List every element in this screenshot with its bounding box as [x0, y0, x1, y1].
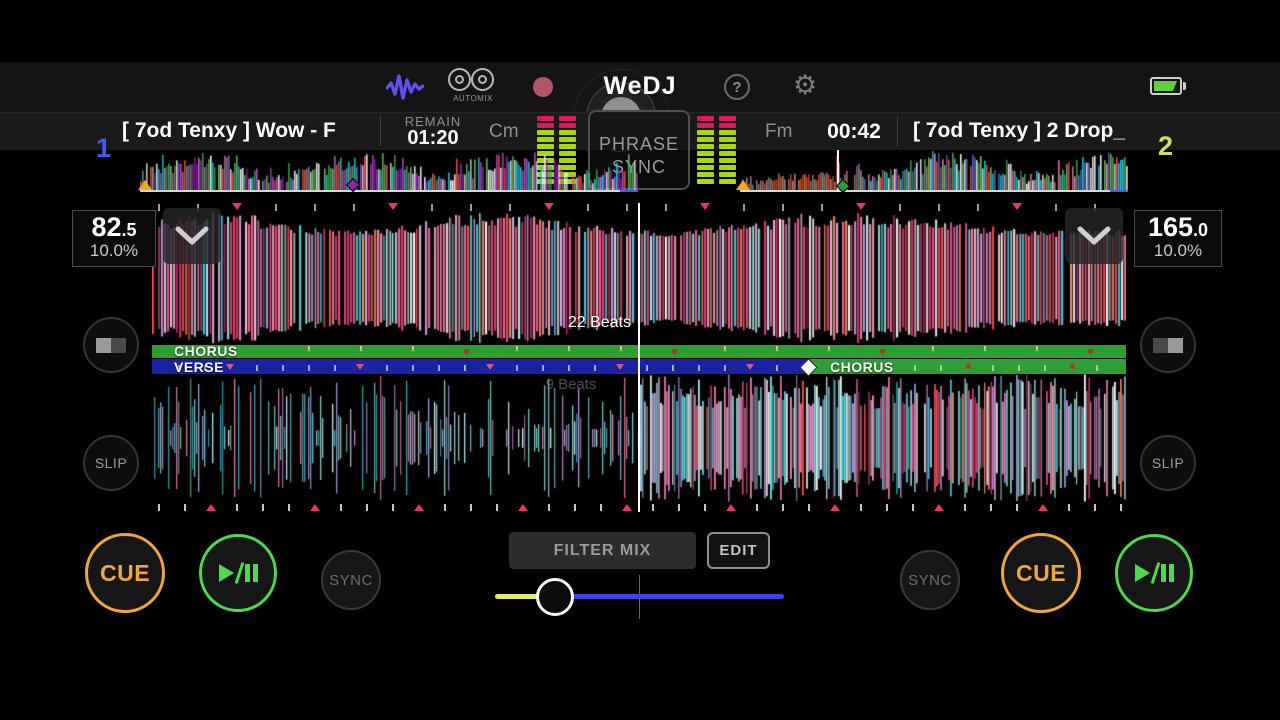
- play-icon: [218, 564, 234, 582]
- deck2-track-title[interactable]: [ 7od Tenxy ] 2 Drop_: [913, 119, 1125, 142]
- overview-baseline: [140, 190, 620, 192]
- deck2-cue-button[interactable]: CUE: [1001, 533, 1081, 613]
- deck2-bpm-display[interactable]: 165.0 10.0%: [1134, 210, 1222, 267]
- deck2-overview-playhead: [837, 150, 839, 192]
- edit-button[interactable]: EDIT: [707, 532, 770, 569]
- deck2-key: Fm: [765, 121, 793, 142]
- deck2-track-overview[interactable]: [740, 150, 1128, 190]
- deck2-phrase-bar[interactable]: VERSE CHORUS: [152, 358, 1126, 377]
- deck1-collapse-chevron-button[interactable]: [163, 208, 221, 264]
- deck2-beat-grid: [152, 502, 1126, 512]
- deck2-play-pause-button[interactable]: [1115, 534, 1193, 612]
- deck1-tempo-range: 10.0%: [89, 241, 139, 260]
- deck2-tempo-range: 10.0%: [1153, 241, 1203, 260]
- pause-icon: [244, 564, 250, 582]
- deck1-track-overview[interactable]: [140, 150, 638, 190]
- deck2-phrase-label: VERSE: [174, 359, 224, 375]
- deck2-slip-button[interactable]: SLIP: [1140, 435, 1196, 491]
- deck2-next-phrase-label: CHORUS: [830, 359, 894, 375]
- deck2-level-meter: [697, 116, 736, 184]
- deck1-remain-time[interactable]: 01:20: [407, 127, 459, 149]
- record-button[interactable]: [533, 77, 553, 97]
- deck1-cue-marker-icon: [138, 180, 152, 190]
- crossfader-track[interactable]: [495, 594, 784, 599]
- chevron-down-icon: [175, 226, 209, 245]
- play-icon: [1134, 564, 1150, 582]
- divider: [897, 116, 898, 146]
- deck2-number: 2: [1158, 131, 1174, 161]
- settings-gear-icon[interactable]: ⚙: [793, 70, 818, 100]
- automix-button[interactable]: AUTOMIX: [444, 68, 502, 108]
- chevron-down-icon: [1077, 226, 1111, 245]
- automix-reel-right-icon: [471, 68, 494, 91]
- deck2-collapse-chevron-button[interactable]: [1065, 208, 1123, 264]
- deck1-play-pause-button[interactable]: [199, 534, 277, 612]
- deck1-dual-deck-button[interactable]: [83, 317, 139, 373]
- deck1-remain-label: REMAIN: [404, 114, 462, 129]
- waveform-view-icon[interactable]: [386, 72, 424, 102]
- filter-mix-button[interactable]: FILTER MIX: [509, 532, 696, 569]
- deck2-elapsed-time[interactable]: 00:42: [827, 120, 881, 143]
- deck1-key: Cm: [489, 121, 519, 142]
- battery-tip: [1183, 82, 1186, 90]
- overview-baseline: [740, 190, 1110, 192]
- deck1-sync-button[interactable]: SYNC: [321, 550, 381, 610]
- automix-reel-left-icon: [448, 68, 471, 91]
- deck1-beat-grid: [152, 203, 1126, 213]
- playhead-line: [638, 203, 640, 512]
- overview-baseline-end: [620, 190, 638, 192]
- deck1-beats-countdown: 22 Beats: [567, 314, 631, 331]
- deck1-phrase-label: CHORUS: [174, 343, 238, 359]
- deck1-bpm-display[interactable]: 82.5 10.0%: [72, 210, 156, 267]
- square-right-icon: [111, 337, 126, 353]
- deck1-track-title[interactable]: [ 7od Tenxy ] Wow - F: [122, 119, 336, 142]
- app-title: WeDJ: [603, 72, 677, 100]
- deck1-slip-button[interactable]: SLIP: [83, 435, 139, 491]
- deck1-number: 1: [96, 133, 112, 163]
- pause-icon: [1160, 564, 1166, 582]
- battery-icon: [1150, 77, 1182, 95]
- help-button[interactable]: ?: [724, 74, 750, 100]
- square-right-icon: [1168, 337, 1183, 353]
- deck1-cue-button[interactable]: CUE: [85, 533, 165, 613]
- crossfader-track-left: [495, 594, 557, 599]
- square-left-icon: [1153, 337, 1168, 353]
- deck2-cue-marker-icon: [736, 180, 750, 190]
- deck2-dual-deck-button[interactable]: [1140, 317, 1196, 373]
- crossfader-knob[interactable]: [536, 578, 574, 616]
- divider: [380, 116, 381, 146]
- overview-baseline-end: [1110, 190, 1128, 192]
- deck2-beats-countdown: 9 Beats: [545, 376, 597, 393]
- square-left-icon: [96, 337, 111, 353]
- automix-label: AUTOMIX: [453, 94, 493, 103]
- deck2-sync-button[interactable]: SYNC: [900, 550, 960, 610]
